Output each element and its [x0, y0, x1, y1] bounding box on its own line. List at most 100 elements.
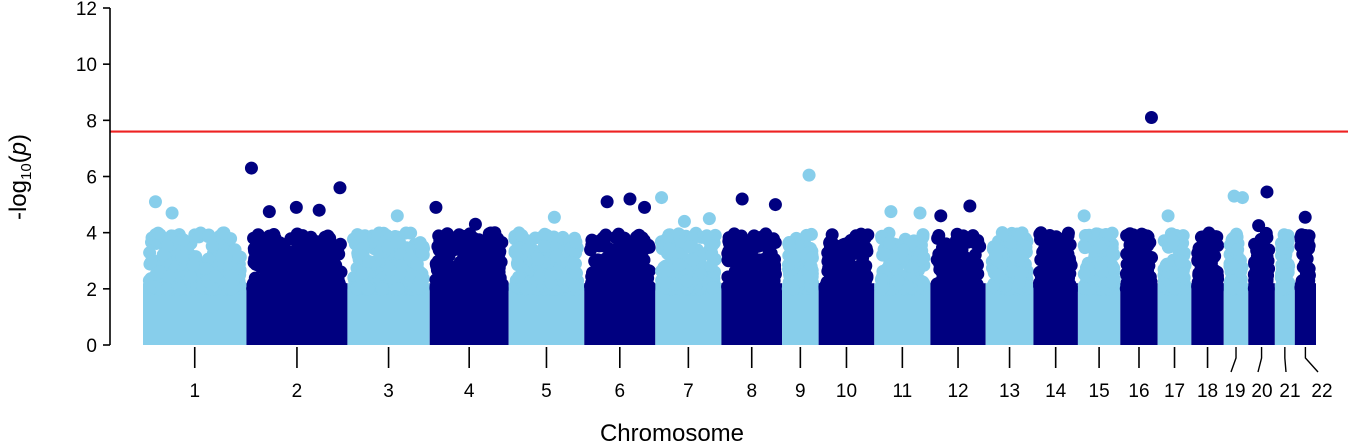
snp-point [1204, 237, 1218, 251]
y-axis-title-prefix: -log [5, 180, 32, 220]
snp-point [1300, 235, 1314, 249]
snp-point [323, 231, 337, 245]
snp-point [757, 259, 771, 273]
snp-point [1204, 282, 1218, 296]
top-hit-point [677, 214, 691, 228]
snp-point [247, 231, 261, 245]
snp-point [151, 226, 165, 240]
chromosome-points-15 [1077, 226, 1121, 345]
snp-point [381, 240, 395, 254]
snp-point [198, 262, 212, 276]
top-hit-point [963, 199, 977, 213]
snp-point [537, 239, 551, 253]
snp-point [1078, 281, 1092, 295]
snp-point [896, 243, 910, 257]
snp-point [447, 243, 461, 257]
snp-point [745, 244, 759, 258]
snp-point [1138, 246, 1152, 260]
snp-point [467, 275, 481, 289]
snp-point [660, 232, 674, 246]
snp-point [1063, 256, 1077, 270]
snp-point [325, 244, 339, 258]
snp-point [510, 256, 524, 270]
snp-point [143, 246, 157, 260]
chromosome-points-11 [874, 226, 931, 345]
snp-point [1077, 267, 1091, 281]
snp-point [875, 281, 889, 295]
snp-point [375, 282, 389, 296]
top-hit-point [1144, 111, 1158, 125]
snp-point [208, 269, 222, 283]
snp-point [1123, 227, 1137, 241]
top-hit-point [934, 209, 948, 223]
top-hit-point [1252, 219, 1266, 233]
snp-point [356, 266, 370, 280]
snp-point [228, 243, 242, 257]
snp-point [901, 279, 915, 293]
snp-point [891, 274, 905, 288]
snp-point [637, 243, 651, 257]
snp-point [1193, 249, 1207, 263]
snp-point [1205, 251, 1219, 265]
x-tick-label: 2 [292, 381, 303, 402]
snp-point [317, 267, 331, 281]
snp-point [1014, 229, 1028, 243]
snp-point [515, 228, 529, 242]
snp-point [682, 240, 696, 254]
snp-point [821, 246, 835, 260]
snp-point [620, 236, 634, 250]
chromosome-points-9 [781, 227, 820, 345]
top-hit-point [165, 206, 179, 220]
snp-point [270, 271, 284, 285]
snp-point [512, 270, 526, 284]
snp-point [1008, 246, 1022, 260]
snp-point [544, 268, 558, 282]
snp-point [1005, 264, 1019, 278]
x-tick-label: 9 [795, 381, 806, 402]
snp-point [1168, 281, 1182, 295]
snp-point [1281, 229, 1295, 243]
snp-point [936, 241, 950, 255]
top-hit-point [244, 161, 258, 175]
snp-point [162, 270, 176, 284]
snp-point [990, 253, 1004, 267]
snp-point [415, 246, 429, 260]
snp-point [800, 228, 814, 242]
snp-point [612, 227, 626, 241]
top-hit-point [913, 206, 927, 220]
snp-point [733, 278, 747, 292]
snp-point [1260, 230, 1274, 244]
snp-point [823, 235, 837, 249]
snp-point [451, 232, 465, 246]
snp-point [663, 242, 677, 256]
snp-point [917, 251, 931, 265]
snp-point [781, 258, 795, 272]
snp-point [1298, 257, 1312, 271]
snp-point [803, 270, 817, 284]
x-tick-label: 5 [541, 381, 552, 402]
chromosome-points-10 [818, 227, 875, 345]
snp-point [705, 239, 719, 253]
snp-point [268, 282, 282, 296]
snp-point [291, 278, 305, 292]
snp-point [1041, 235, 1055, 249]
snp-point [706, 281, 720, 295]
y-axis-title: -log10(p) [5, 134, 35, 220]
snp-point [1078, 229, 1092, 243]
snp-point [1036, 245, 1050, 259]
snp-point [658, 265, 672, 279]
top-hit-point [655, 191, 669, 205]
x-tick-label: 14 [1045, 381, 1067, 402]
snp-point [1234, 282, 1248, 296]
y-tick-label: 8 [86, 111, 97, 132]
top-hit-point [735, 192, 749, 206]
snp-point [951, 274, 965, 288]
snp-point [430, 281, 444, 295]
chromosome-points-16 [1119, 227, 1159, 345]
snp-point [603, 248, 617, 262]
x-tick-label: 10 [836, 381, 857, 402]
snp-point [680, 274, 694, 288]
top-hit-point [547, 210, 561, 224]
snp-point [273, 236, 287, 250]
